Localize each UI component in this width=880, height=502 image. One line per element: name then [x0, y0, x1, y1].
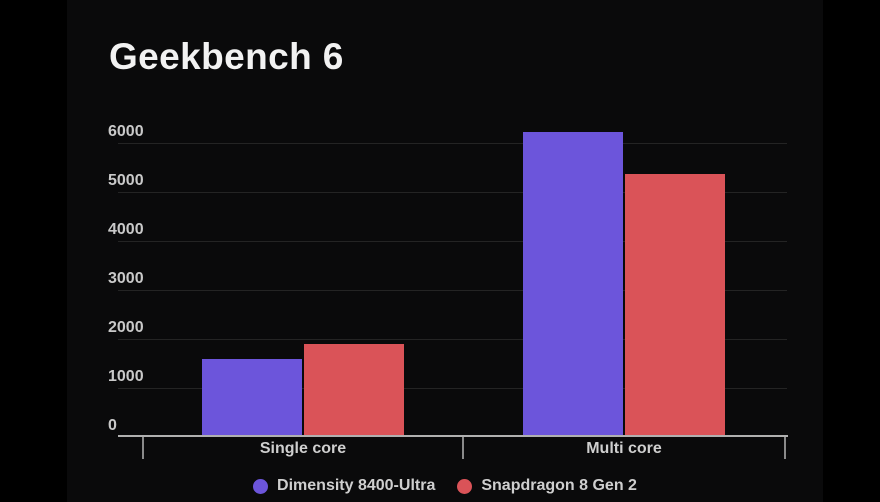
bar-multi-core-dimensity-8400-ultra [523, 131, 623, 437]
y-tick-label-3000: 3000 [108, 270, 144, 287]
y-tick-label-2000: 2000 [108, 319, 144, 336]
x-axis-tick-2 [784, 437, 786, 459]
y-tick-label-4000: 4000 [108, 221, 144, 238]
y-gridline-3000 [118, 289, 787, 291]
x-axis-line [118, 435, 788, 437]
category-label-single-core: Single core [259, 440, 347, 457]
bar-single-core-dimensity-8400-ultra [202, 359, 302, 437]
category-label-multi-core: Multi core [586, 440, 662, 457]
y-gridline-6000 [118, 142, 787, 144]
bar-single-core-snapdragon-8-gen-2 [304, 344, 404, 437]
legend-label: Dimensity 8400-Ultra [277, 477, 436, 494]
legend-label: Snapdragon 8 Gen 2 [481, 477, 637, 494]
y-gridline-4000 [118, 240, 787, 242]
bar-multi-core-snapdragon-8-gen-2 [625, 174, 725, 437]
y-gridline-5000 [118, 191, 787, 193]
legend-item-snapdragon-8-gen-2: Snapdragon 8 Gen 2 [457, 478, 637, 494]
y-tick-label-6000: 6000 [108, 123, 144, 140]
y-tick-label-0: 0 [108, 417, 117, 434]
y-gridline-2000 [118, 338, 787, 340]
x-axis-tick-1 [462, 437, 464, 459]
y-tick-label-1000: 1000 [108, 368, 144, 385]
x-axis-tick-0 [142, 437, 144, 459]
y-gridline-1000 [118, 387, 787, 389]
chart-title: Geekbench 6 [109, 35, 344, 77]
chart-legend: Dimensity 8400-Ultra Snapdragon 8 Gen 2 [67, 478, 823, 494]
legend-swatch-icon [253, 478, 269, 494]
legend-item-dimensity-8400-ultra: Dimensity 8400-Ultra [253, 478, 435, 494]
legend-swatch-icon [457, 478, 473, 494]
y-tick-label-5000: 5000 [108, 172, 144, 189]
